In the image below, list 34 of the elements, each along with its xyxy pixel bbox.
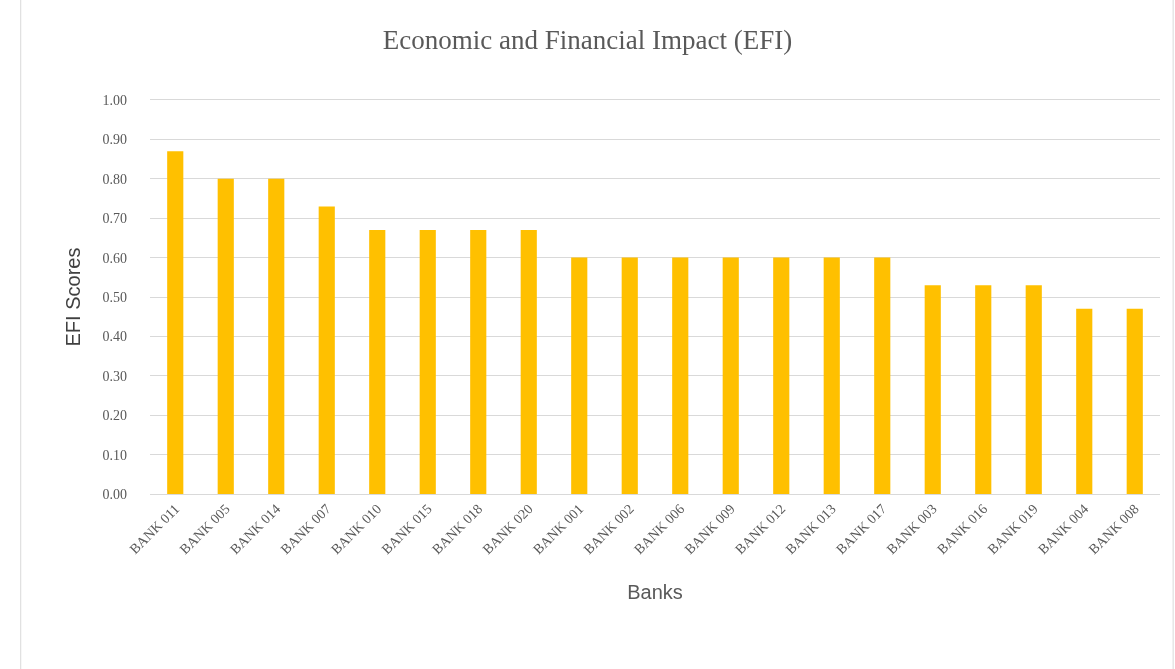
bar [520,230,537,494]
y-tick-label: 0.40 [102,329,127,345]
y-tick-label: 1.00 [102,92,127,108]
bar [419,230,436,494]
y-axis-title: EFI Scores [62,247,84,347]
bar [167,151,184,494]
bar [924,285,941,494]
y-tick-label: 0.60 [102,250,127,266]
chart-title: Economic and Financial Impact (EFI) [382,25,793,55]
bar [672,257,689,494]
bar [874,257,891,494]
y-tick-label: 0.90 [102,132,127,148]
x-axis-title: Banks [627,580,683,603]
y-tick-label: 0.20 [102,408,127,424]
y-tick-label: 0.10 [102,447,127,463]
bar [975,285,992,494]
y-tick-label: 0.00 [102,486,127,502]
bar [823,257,840,494]
bar [571,257,588,494]
bar [217,178,234,494]
bar [1025,285,1042,494]
bar [1126,308,1143,494]
y-tick-label: 0.70 [102,211,127,227]
y-tick-label: 0.80 [102,171,127,187]
bar [722,257,739,494]
bar [369,230,386,494]
bar [318,206,335,494]
bar [470,230,487,494]
bar [621,257,638,494]
bar [773,257,790,494]
bar [1076,308,1093,494]
y-tick-label: 0.30 [102,368,127,384]
bar [268,178,285,494]
y-tick-label: 0.50 [102,289,127,305]
